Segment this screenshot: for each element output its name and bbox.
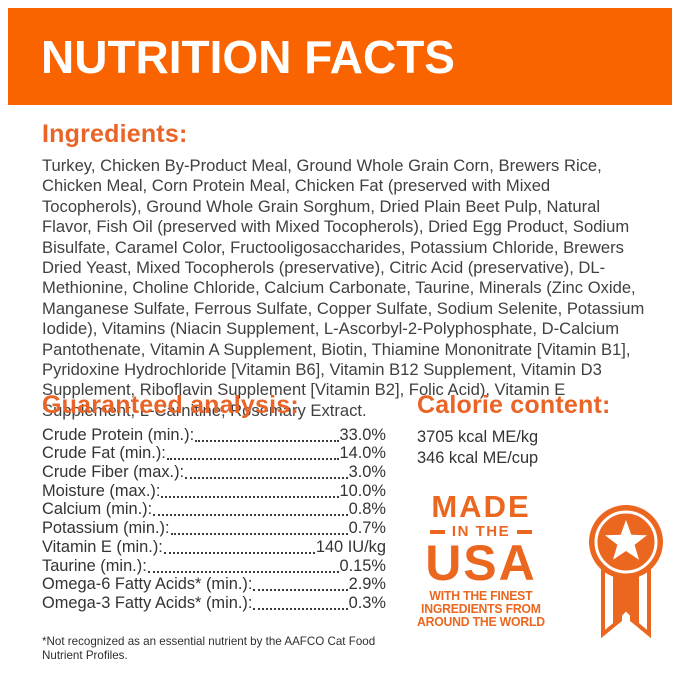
dot-leader [166,458,339,461]
analysis-value: 0.15% [339,556,386,575]
ingredients-heading: Ingredients: [42,120,188,148]
aafco-footnote: *Not recognized as an essential nutrient… [42,635,376,662]
dot-leader [163,551,315,554]
analysis-label: Crude Protein (min.): [42,425,195,444]
analysis-row-moisture: Moisture (max.): 10.0% [42,482,386,501]
dot-leader [147,570,339,573]
badge-tagline: WITH THE FINEST INGREDIENTS FROM AROUND … [417,590,545,629]
analysis-row-omega-3: Omega-3 Fatty Acids* (min.): 0.3% [42,594,386,613]
dot-leader [170,533,348,536]
dot-leader [253,589,348,592]
analysis-label: Potassium (min.): [42,519,170,538]
award-ribbon-star-icon [589,505,663,639]
ingredients-text: Turkey, Chicken By-Product Meal, Ground … [42,156,645,420]
analysis-value: 14.0% [339,444,386,463]
badge-tagline-line2: INGREDIENTS FROM [421,602,541,616]
analysis-value: 33.0% [339,425,386,444]
dot-leader [161,495,339,498]
analysis-row-crude-protein: Crude Protein (min.): 33.0% [42,426,386,445]
analysis-value: 10.0% [339,481,386,500]
analysis-label: Omega-3 Fatty Acids* (min.): [42,593,253,612]
badge-usa-label: USA [425,535,537,591]
analysis-value: 3.0% [348,463,386,482]
analysis-label: Calcium (min.): [42,500,153,519]
badge-in-the-label: IN THE [451,523,511,540]
analysis-label: Omega-6 Fatty Acids* (min.): [42,575,253,594]
badge-made-label: MADE [431,489,531,524]
guaranteed-analysis-list: Crude Protein (min.): 33.0% Crude Fat (m… [42,426,386,613]
page-title: NUTRITION FACTS [41,30,455,83]
made-in-usa-badge: MADE IN THE USA WITH THE FINEST INGREDIE… [410,489,679,656]
header-bar: NUTRITION FACTS [8,8,672,105]
analysis-row-crude-fat: Crude Fat (min.): 14.0% [42,444,386,464]
dash-left [429,529,445,534]
analysis-value: 0.8% [348,500,386,519]
dot-leader [195,439,339,442]
analysis-label: Taurine (min.): [42,556,147,575]
analysis-label: Crude Fat (min.): [42,444,166,463]
analysis-value: 140 IU/kg [315,537,386,556]
analysis-label: Vitamin E (min.): [42,537,163,556]
calorie-kcal-per-cup: 346 kcal ME/cup [417,449,539,467]
analysis-row-vitamin-e: Vitamin E (min.): 140 IU/kg [42,538,386,557]
analysis-row-crude-fiber: Crude Fiber (max.): 3.0% [42,463,386,482]
dot-leader [253,607,348,610]
dot-leader [153,514,348,517]
calorie-content-values: 3705 kcal ME/kg 346 kcal ME/cup [417,427,538,469]
calorie-kcal-per-kg: 3705 kcal ME/kg [417,428,539,446]
badge-tagline-line1: WITH THE FINEST [429,589,533,603]
analysis-value: 0.3% [348,593,386,612]
dash-right [517,529,533,534]
dot-leader [185,477,348,480]
analysis-value: 2.9% [348,575,386,594]
analysis-row-calcium: Calcium (min.): 0.8% [42,500,386,520]
analysis-label: Moisture (max.): [42,481,161,500]
analysis-row-potassium: Potassium (min.): 0.7% [42,519,386,538]
analysis-row-taurine: Taurine (min.): 0.15% [42,557,386,576]
made-in-usa-text: MADE IN THE USA WITH THE FINEST INGREDIE… [410,489,552,629]
analysis-label: Crude Fiber (max.): [42,463,185,482]
calorie-content-heading: Calorie content: [417,391,611,419]
badge-tagline-line3: AROUND THE WORLD [417,615,545,629]
analysis-row-omega-6: Omega-6 Fatty Acids* (min.): 2.9% [42,575,386,595]
guaranteed-analysis-heading: Guaranteed analysis: [42,391,299,419]
analysis-value: 0.7% [348,519,386,538]
badge-in-the-row: IN THE [429,523,533,540]
